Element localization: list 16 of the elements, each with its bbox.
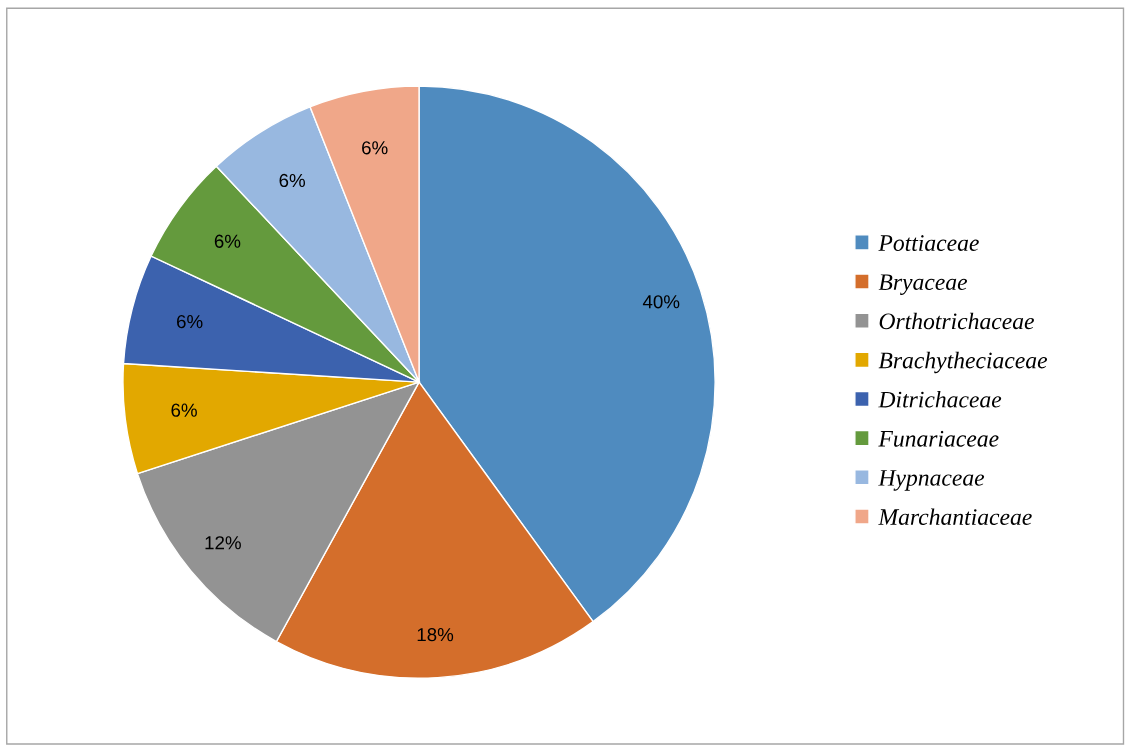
legend-label: Funariaceae xyxy=(878,430,999,447)
legend-label: Bryaceae xyxy=(878,274,968,295)
data-label: 6% xyxy=(214,234,241,248)
legend-label: Orthotrichaceae xyxy=(879,312,1034,330)
data-label: 12% xyxy=(205,536,241,550)
data-label: 6% xyxy=(362,141,388,155)
legend-label: Hypnaceae xyxy=(878,470,985,491)
legend-label: Brachytheciaceae xyxy=(878,351,1048,374)
data-label: 6% xyxy=(279,173,306,188)
legend-label: Ditrichaceae xyxy=(878,390,1002,408)
legend-label: Pottiaceae xyxy=(878,235,979,251)
data-label: 6% xyxy=(171,403,197,417)
data-label: 18% xyxy=(417,627,454,642)
data-label: 6% xyxy=(177,314,203,329)
legend-label: Marchantiaceae xyxy=(878,508,1032,526)
data-label: 40% xyxy=(642,295,680,309)
